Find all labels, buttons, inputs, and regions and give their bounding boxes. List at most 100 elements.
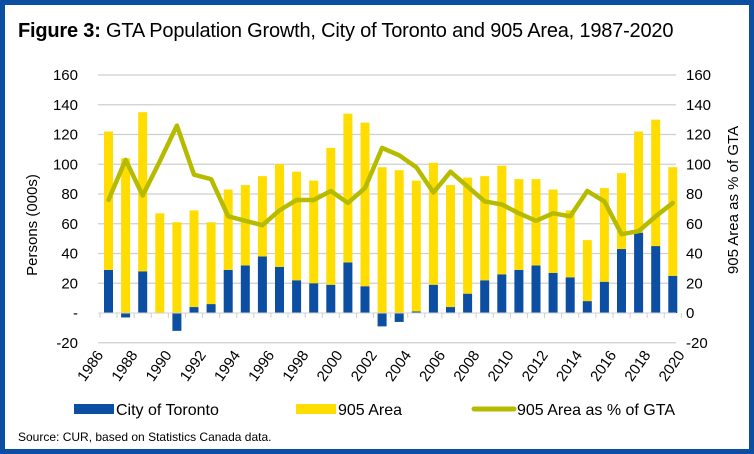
- bar-toronto: [394, 313, 404, 322]
- x-tick-label: 1990: [143, 348, 176, 385]
- legend-swatch-toronto: [74, 404, 114, 414]
- title-text: GTA Population Growth, City of Toronto a…: [100, 20, 674, 42]
- bar-905: [309, 180, 319, 284]
- bar-905: [343, 113, 353, 263]
- bar-toronto: [446, 307, 455, 313]
- y2-tick-label: -20: [686, 335, 708, 352]
- y2-tick-label: 120: [686, 127, 711, 144]
- x-tick-label: 1998: [279, 348, 312, 385]
- pct-line-group: [106, 123, 676, 237]
- x-tick-label: 1988: [108, 348, 141, 385]
- bar-905: [223, 189, 233, 270]
- bar-toronto: [138, 271, 148, 313]
- bar-toronto: [531, 265, 541, 313]
- bar-toronto: [104, 269, 113, 313]
- bar-toronto: [514, 269, 524, 313]
- bar-905: [463, 177, 473, 294]
- x-tick-label: 2018: [621, 348, 654, 385]
- bar-toronto: [360, 286, 370, 313]
- x-tick-label: 2012: [519, 348, 552, 385]
- y-axis-right-ticks: 160 140 120 100 80 60 40 20 0 -20: [686, 67, 711, 352]
- x-axis-ticks: 1986 1988 1990 1992 1994 1996 1998 2000 2002 2004…: [74, 348, 688, 385]
- bar-905: [480, 176, 490, 281]
- x-tick-label: 2004: [382, 348, 415, 385]
- source-note: Source: CUR, based on Statistics Canada …: [18, 430, 272, 444]
- bar-905: [206, 222, 216, 305]
- x-axis: [98, 312, 682, 318]
- y-tick-label: 160: [53, 67, 78, 84]
- bar-905: [548, 189, 558, 273]
- bar-905: [292, 171, 302, 281]
- bar-905: [275, 164, 284, 267]
- bar-905: [326, 147, 336, 285]
- legend: City of Toronto 905 Area 905 Area as % o…: [74, 402, 675, 419]
- x-tick-label: 2002: [348, 348, 381, 385]
- y2-tick-label: 80: [686, 186, 703, 203]
- bar-905: [599, 188, 609, 282]
- y-axis-left-ticks: 160 140 120 100 80 60 40 20 - -20: [53, 67, 78, 352]
- x-tick-label: 2000: [314, 348, 347, 385]
- y2-tick-label: 100: [686, 156, 711, 173]
- bar-905: [257, 176, 267, 257]
- y2-axis-title: 905 Area as % of GTA: [725, 126, 742, 274]
- x-tick-label: 1992: [177, 348, 210, 385]
- bar-toronto: [480, 280, 490, 313]
- bars: [104, 112, 678, 331]
- legend-swatch-905: [296, 404, 336, 414]
- x-tick-label: 1996: [245, 348, 278, 385]
- bar-905: [155, 213, 165, 313]
- bar-toronto: [326, 284, 336, 313]
- bar-905: [634, 131, 644, 233]
- bar-toronto: [411, 311, 421, 313]
- figure-number: Figure 3:: [18, 20, 101, 42]
- bar-toronto: [668, 275, 678, 313]
- bar-905: [582, 240, 592, 302]
- x-tick-label: 2020: [656, 348, 689, 385]
- bar-905: [377, 167, 387, 313]
- chart-title: Figure 3: GTA Population Growth, City of…: [18, 20, 673, 43]
- y-tick-label: 140: [53, 97, 78, 114]
- bar-905: [360, 122, 370, 287]
- bar-toronto: [463, 293, 473, 313]
- y2-tick-label: 140: [686, 97, 711, 114]
- bar-toronto: [617, 249, 626, 313]
- bar-905: [565, 210, 575, 278]
- bar-905: [668, 167, 678, 276]
- bar-toronto: [428, 284, 438, 313]
- bar-toronto: [121, 313, 131, 318]
- y2-tick-label: 60: [686, 216, 703, 233]
- bar-905: [428, 162, 438, 285]
- bar-toronto: [206, 304, 216, 313]
- bar-toronto: [634, 232, 644, 313]
- legend-label-pct: 905 Area as % of GTA: [517, 402, 675, 419]
- bar-905: [446, 185, 455, 308]
- y2-tick-label: 40: [686, 246, 703, 263]
- y-axis-title: Persons (000s): [24, 174, 41, 276]
- pct-line: [106, 123, 676, 237]
- y2-tick-label: 160: [686, 67, 711, 84]
- x-tick-label: 2014: [553, 348, 586, 385]
- bar-toronto: [599, 281, 609, 313]
- bar-905: [394, 170, 404, 313]
- bar-toronto: [257, 256, 267, 313]
- bar-toronto: [651, 246, 661, 313]
- bar-905: [121, 158, 131, 313]
- y-tick-label: 40: [61, 246, 78, 263]
- y-tick-label: 120: [53, 127, 78, 144]
- x-tick-label: 1986: [74, 348, 107, 385]
- bar-toronto: [548, 272, 558, 313]
- x-tick-label: 2010: [485, 348, 518, 385]
- y2-tick-label: 20: [686, 275, 703, 292]
- y-tick-label: -: [73, 305, 78, 322]
- bar-toronto: [565, 277, 575, 313]
- bar-toronto: [343, 262, 353, 313]
- y-tick-label: 100: [53, 156, 78, 173]
- bar-toronto: [172, 313, 182, 331]
- bar-905: [497, 165, 507, 275]
- x-tick-label: 2016: [587, 348, 620, 385]
- bar-toronto: [275, 266, 284, 313]
- bar-toronto: [189, 307, 199, 313]
- bar-905: [411, 180, 421, 312]
- bar-905: [172, 222, 182, 313]
